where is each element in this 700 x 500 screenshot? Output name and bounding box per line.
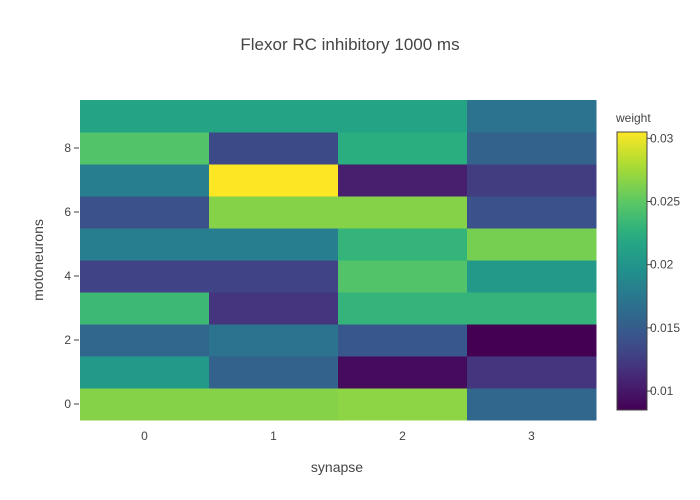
heatmap-cell bbox=[467, 164, 597, 197]
heatmap-cell bbox=[209, 324, 339, 357]
heatmap-cell bbox=[338, 356, 468, 389]
heatmap-cell bbox=[467, 228, 597, 261]
heatmap-cell bbox=[209, 196, 339, 229]
heatmap-cell bbox=[467, 100, 597, 133]
y-tick-label: 4 bbox=[64, 269, 71, 283]
heatmap-cell bbox=[80, 228, 210, 261]
chart-title: Flexor RC inhibitory 1000 ms bbox=[240, 35, 459, 54]
heatmap-cell bbox=[338, 388, 468, 421]
colorbar-ticks: 0.01 0.015 0.02 0.025 0.03 bbox=[647, 131, 680, 398]
y-tick-label: 2 bbox=[64, 333, 71, 347]
x-axis-title: synapse bbox=[311, 459, 363, 475]
heatmap-cell bbox=[209, 164, 339, 197]
y-tick-label: 0 bbox=[64, 397, 71, 411]
y-axis-title: motoneurons bbox=[30, 219, 46, 301]
heatmap-cell bbox=[80, 292, 210, 325]
x-tick-label: 1 bbox=[270, 429, 277, 443]
colorbar-tick-label: 0.03 bbox=[650, 131, 674, 145]
heatmap-cell bbox=[209, 228, 339, 261]
heatmap-cell bbox=[467, 324, 597, 357]
heatmap-cell bbox=[209, 132, 339, 165]
heatmap-cell bbox=[209, 100, 339, 133]
heatmap-cell bbox=[338, 100, 468, 133]
x-axis: 0 1 2 3 bbox=[141, 429, 535, 443]
colorbar bbox=[616, 131, 648, 411]
y-tick-label: 8 bbox=[64, 141, 71, 155]
colorbar-tick-label: 0.015 bbox=[650, 321, 680, 335]
heatmap-cell bbox=[80, 100, 210, 133]
heatmap-cell bbox=[338, 260, 468, 293]
heatmap-cell bbox=[80, 196, 210, 229]
y-tick-label: 6 bbox=[64, 205, 71, 219]
heatmap-cell bbox=[209, 356, 339, 389]
heatmap-cell bbox=[80, 356, 210, 389]
colorbar-tick-label: 0.01 bbox=[650, 384, 674, 398]
heatmap-cells bbox=[80, 100, 597, 421]
heatmap-cell bbox=[467, 292, 597, 325]
heatmap-cell bbox=[467, 260, 597, 293]
x-tick-label: 0 bbox=[141, 429, 148, 443]
heatmap-cell bbox=[338, 164, 468, 197]
x-tick-label: 2 bbox=[399, 429, 406, 443]
heatmap-cell bbox=[467, 196, 597, 229]
heatmap-cell bbox=[467, 356, 597, 389]
heatmap-cell bbox=[338, 132, 468, 165]
heatmap-cell bbox=[80, 324, 210, 357]
heatmap-cell bbox=[467, 388, 597, 421]
colorbar-tick-label: 0.02 bbox=[650, 258, 674, 272]
heatmap-cell bbox=[467, 132, 597, 165]
heatmap-cell bbox=[209, 292, 339, 325]
heatmap-cell bbox=[80, 388, 210, 421]
heatmap-cell bbox=[338, 196, 468, 229]
heatmap-cell bbox=[338, 292, 468, 325]
heatmap-cell bbox=[80, 164, 210, 197]
heatmap-cell bbox=[338, 228, 468, 261]
heatmap-cell bbox=[209, 260, 339, 293]
heatmap-cell bbox=[80, 260, 210, 293]
colorbar-tick-label: 0.025 bbox=[650, 195, 680, 209]
colorbar-title: weight bbox=[615, 111, 651, 125]
heatmap-cell bbox=[209, 388, 339, 421]
heatmap-cell bbox=[338, 324, 468, 357]
y-axis: 0 2 4 6 8 bbox=[64, 141, 79, 411]
x-tick-label: 3 bbox=[528, 429, 535, 443]
heatmap-cell bbox=[80, 132, 210, 165]
